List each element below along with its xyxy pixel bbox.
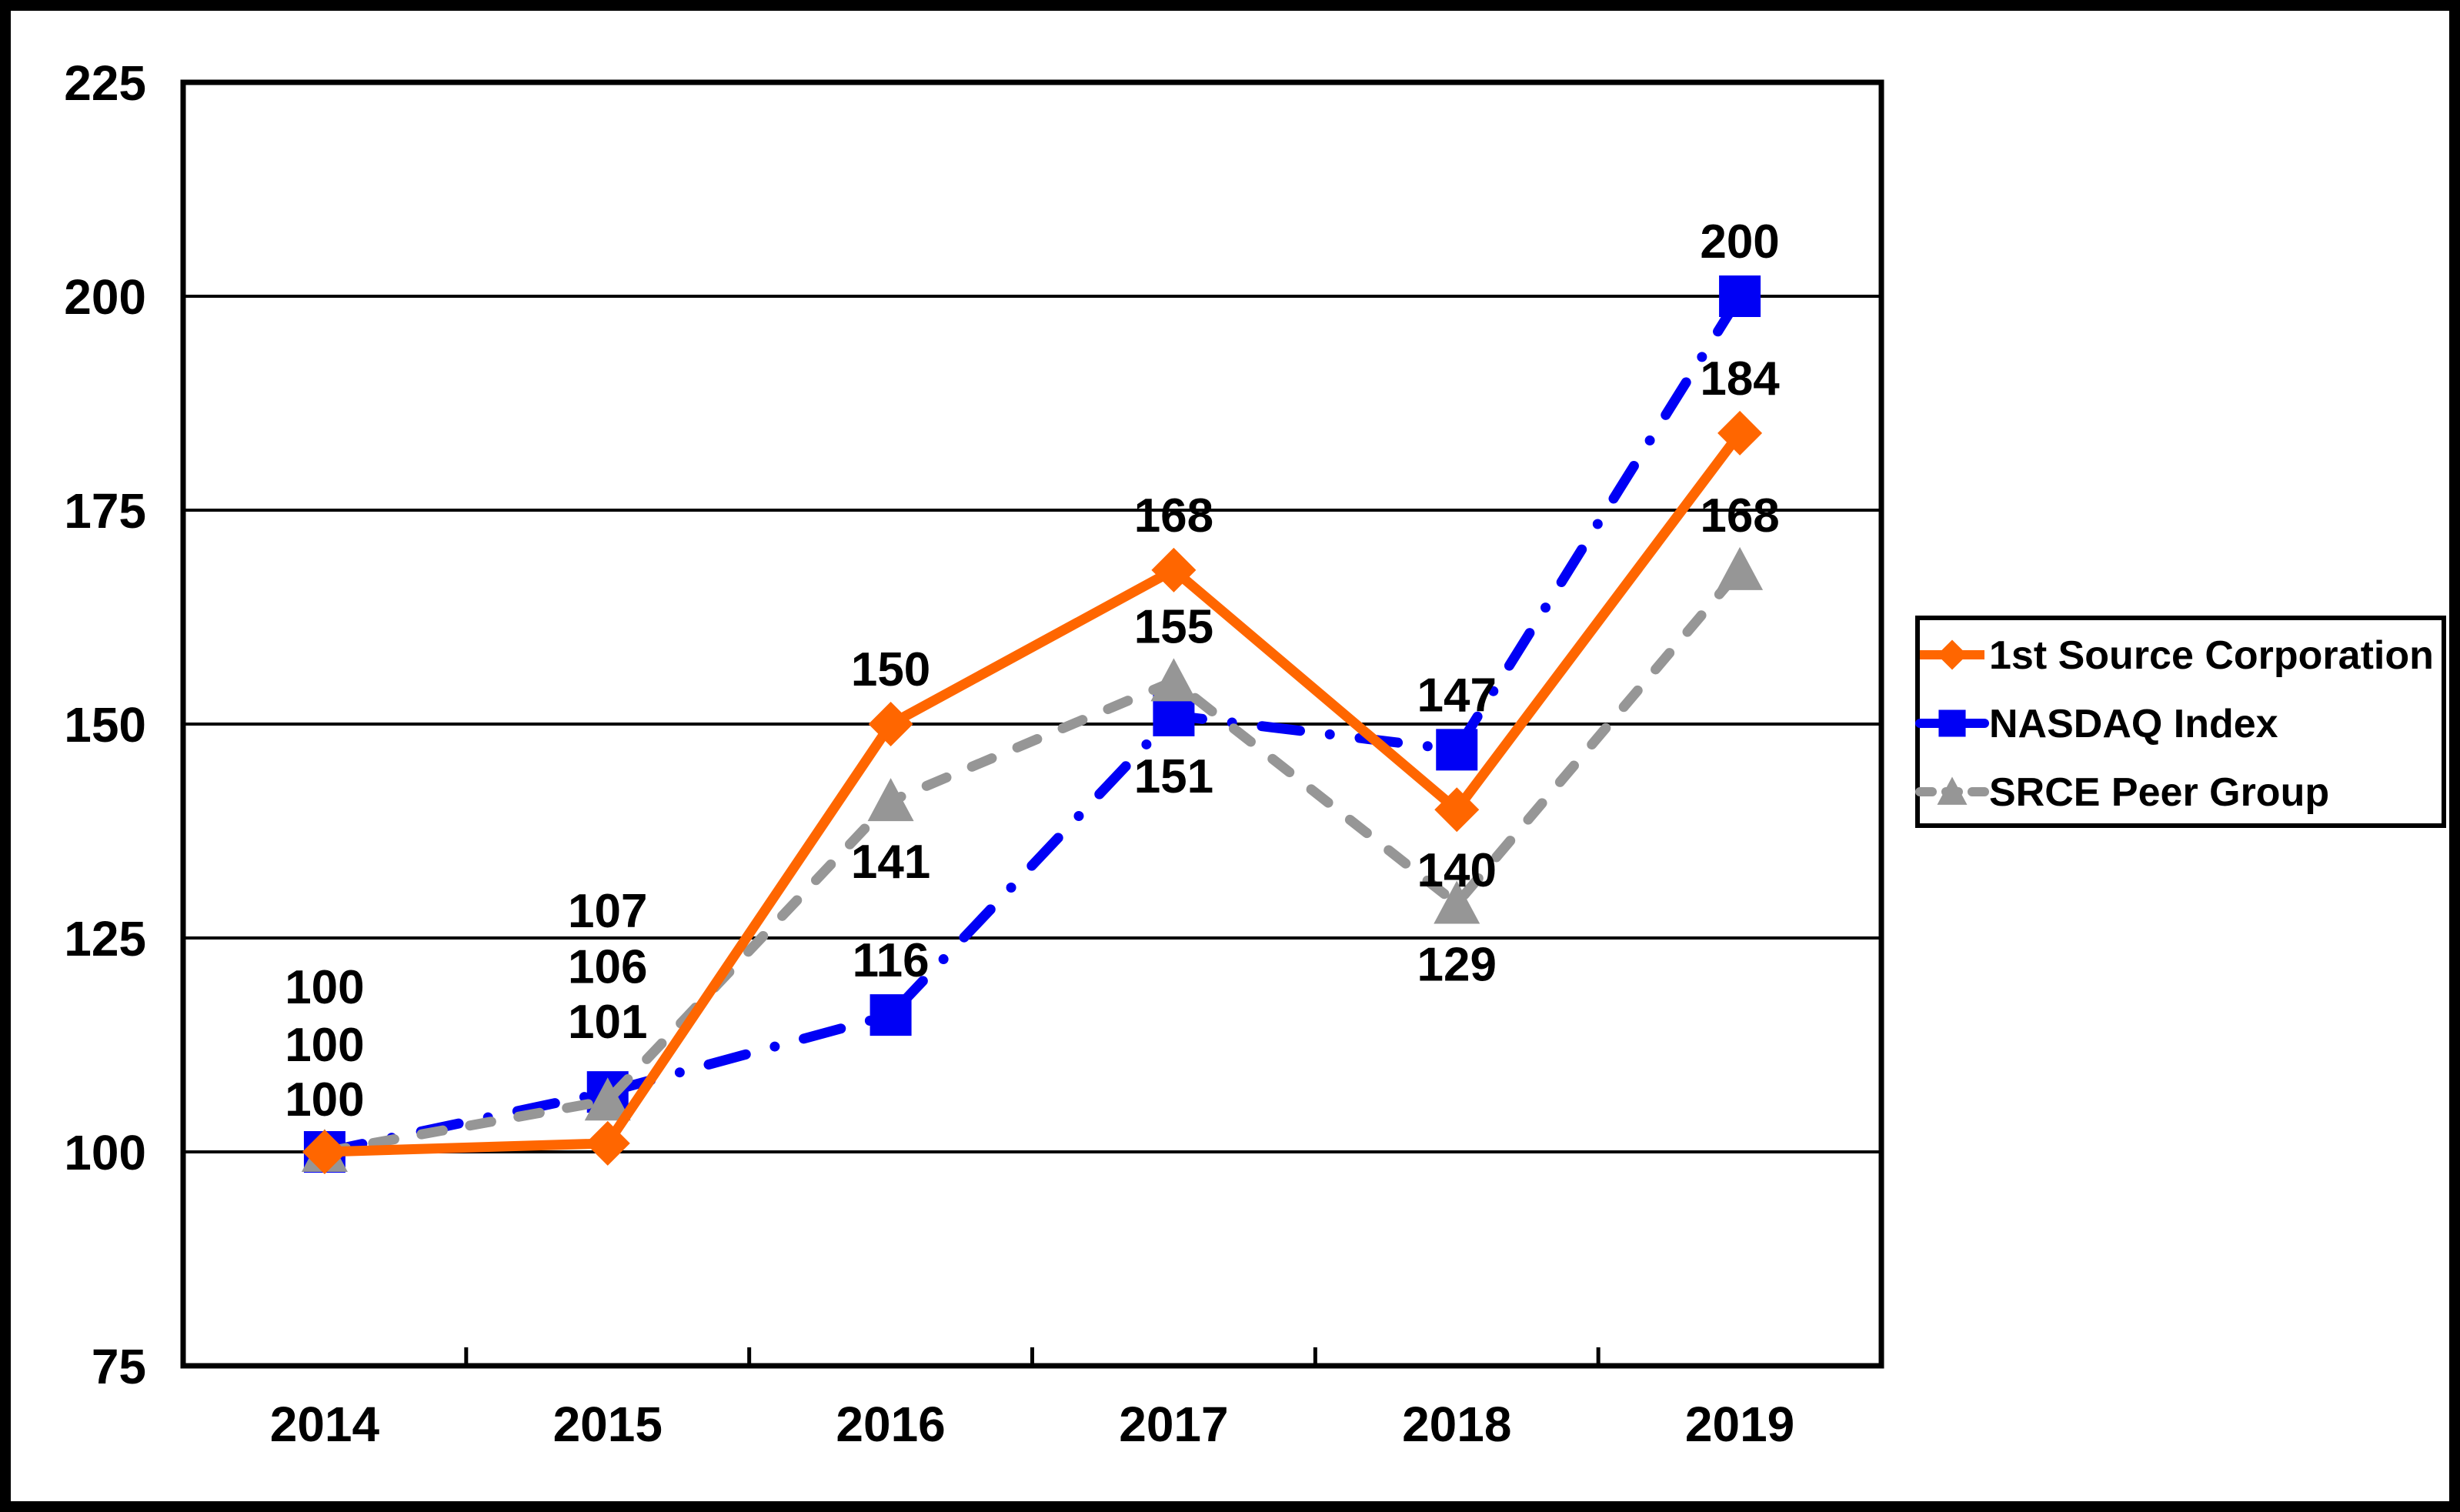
square-marker-nasdaq-index [1153, 694, 1195, 736]
y-axis-label: 75 [92, 1339, 146, 1394]
x-axis-label: 2016 [836, 1397, 945, 1452]
triangle-marker-srce-peer-group [584, 1077, 631, 1121]
diamond-marker-1st-source-corporation [868, 702, 913, 746]
data-label: 106 [568, 940, 647, 993]
plot-border [180, 79, 1884, 1369]
x-axis-label: 2019 [1685, 1397, 1794, 1452]
square-marker-nasdaq-index [1719, 275, 1761, 317]
data-label: 141 [851, 836, 930, 889]
data-label: 101 [568, 996, 647, 1049]
data-label: 107 [568, 885, 647, 938]
diamond-marker-1st-source-corporation [1434, 787, 1480, 833]
data-label: 151 [1134, 750, 1213, 803]
triangle-marker-srce-peer-group [1717, 546, 1764, 590]
data-label: 140 [1417, 844, 1497, 897]
data-label: 129 [1417, 939, 1497, 992]
diamond-marker-1st-source-corporation [302, 1130, 347, 1174]
y-axis-label: 125 [64, 911, 146, 966]
triangle-marker-srce-peer-group [1434, 880, 1480, 924]
data-label: 184 [1700, 352, 1780, 406]
data-label: 150 [851, 643, 930, 696]
legend-label-nasdaq-index: NASDAQ Index [1989, 702, 2278, 746]
legend-label-1st-source-corporation: 1st Source Corporation [1989, 633, 2434, 678]
series-line-srce-peer-group [319, 565, 1745, 1157]
triangle-marker-srce-peer-group [867, 778, 914, 822]
legend-triangle-swatch-srce-peer-group [1937, 776, 1968, 805]
y-axis-label: 100 [64, 1125, 146, 1180]
square-marker-nasdaq-index [870, 994, 912, 1036]
legend-label-srce-peer-group: SRCE Peer Group [1989, 770, 2329, 815]
diamond-marker-1st-source-corporation [585, 1120, 630, 1166]
data-label: 168 [1134, 489, 1213, 542]
y-axis-label: 175 [64, 483, 146, 539]
data-label: 100 [285, 961, 364, 1014]
y-axis-label: 200 [64, 269, 146, 325]
data-label: 100 [285, 1073, 364, 1126]
x-axis-label: 2017 [1119, 1397, 1228, 1452]
series-line-1st-source-corporation [324, 430, 1744, 1157]
diamond-marker-1st-source-corporation [1151, 547, 1197, 592]
x-axis-label: 2015 [553, 1397, 663, 1452]
y-axis-label: 150 [64, 697, 146, 753]
data-label: 147 [1417, 669, 1497, 722]
y-axis-label: 225 [64, 55, 146, 111]
data-label: 168 [1700, 489, 1779, 542]
data-label: 100 [285, 1019, 364, 1072]
square-marker-nasdaq-index [1436, 729, 1478, 771]
data-label: 200 [1700, 215, 1779, 269]
legend-diamond-swatch-1st-source-corporation [1937, 639, 1968, 670]
data-label: 116 [853, 934, 930, 987]
data-label: 155 [1134, 600, 1213, 653]
triangle-marker-srce-peer-group [1150, 658, 1197, 702]
x-axis-label: 2014 [270, 1397, 380, 1452]
legend-square-swatch-nasdaq-index [1938, 709, 1966, 737]
legend-box [1915, 616, 2446, 828]
x-axis-label: 2018 [1402, 1397, 1511, 1452]
series-line-nasdaq-index [319, 291, 1745, 1157]
diamond-marker-1st-source-corporation [1717, 410, 1763, 456]
